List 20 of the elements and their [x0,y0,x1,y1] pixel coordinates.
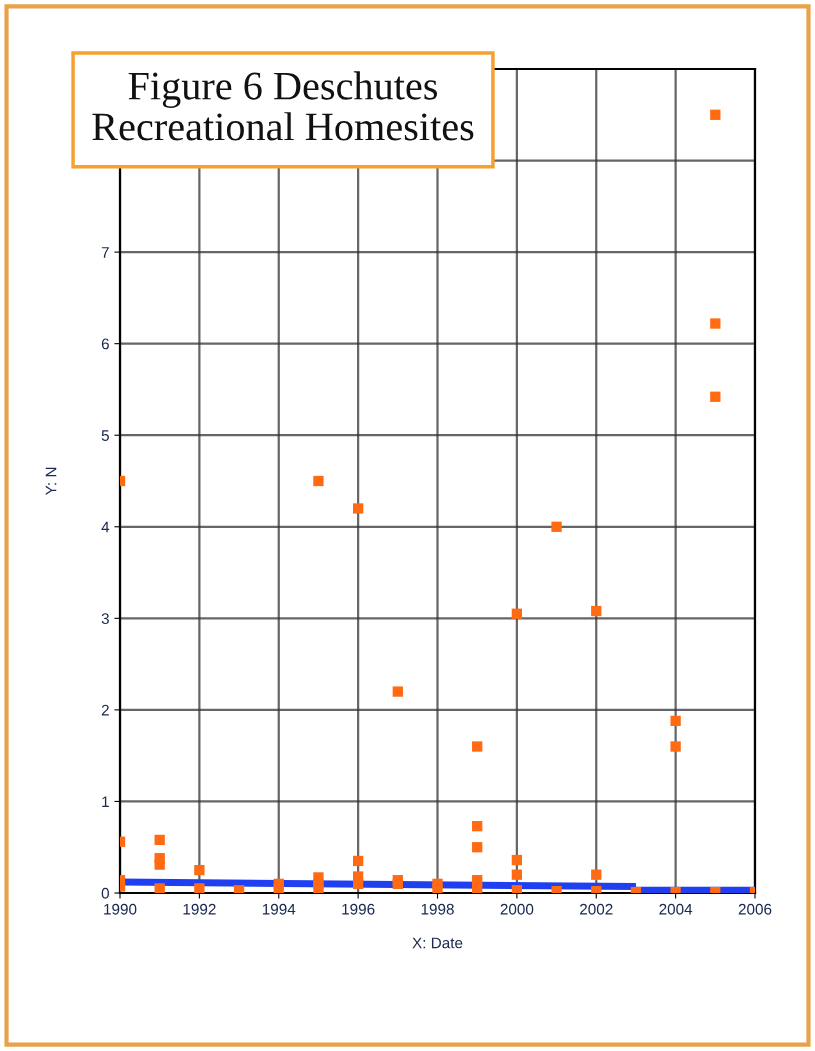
y-axis-title: Y: N [45,467,57,496]
x-tick-label: 2006 [738,903,772,915]
x-tick-label: 1992 [183,903,216,915]
x-tick-label: 1996 [342,903,375,915]
y-tick-label: 3 [101,613,109,625]
y-tick-label: 1 [102,796,109,807]
y-tick-label: 2 [101,704,109,716]
x-tick-label: 1998 [421,903,454,915]
x-tick-label: 1994 [262,903,296,915]
x-tick-label: 2000 [500,903,534,915]
x-tick-label: 2004 [659,903,693,915]
x-tick-label: 2002 [580,903,613,915]
y-tick-label: 7 [101,247,109,258]
y-tick-label: 0 [101,887,109,899]
x-tick-label: 1990 [104,903,137,915]
y-tick-label: 5 [101,430,109,441]
chart-title: Figure 6 Deschutes Recreational Homesites [92,71,474,141]
x-axis-title: X: Date [412,937,463,949]
y-tick-label: 6 [101,338,109,350]
y-tick-label: 4 [101,521,110,533]
